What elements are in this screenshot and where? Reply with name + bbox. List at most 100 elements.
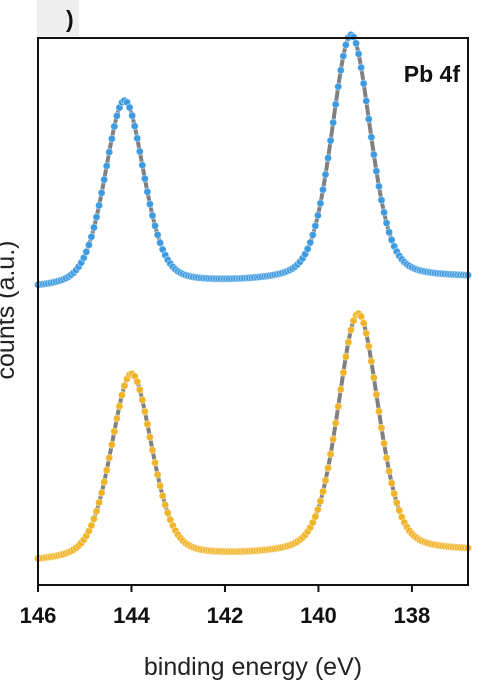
data-point	[138, 161, 147, 170]
data-point	[158, 491, 167, 500]
data-point	[161, 500, 170, 509]
x-tick-label: 146	[20, 603, 57, 628]
data-point	[120, 381, 129, 390]
data-point	[133, 377, 142, 386]
data-point	[321, 170, 330, 179]
data-series-0	[34, 30, 472, 289]
data-point	[89, 514, 98, 523]
data-point	[326, 450, 335, 459]
x-tick-label: 140	[300, 603, 337, 628]
data-point	[138, 395, 147, 404]
data-point	[331, 419, 340, 428]
data-point	[374, 407, 383, 416]
data-point	[143, 420, 152, 429]
data-point	[135, 147, 144, 156]
data-point	[362, 97, 371, 106]
data-point	[369, 373, 378, 382]
x-tick-label: 138	[394, 603, 431, 628]
data-point	[341, 40, 350, 49]
data-point	[130, 122, 139, 131]
data-point	[352, 39, 361, 48]
data-point	[357, 63, 366, 72]
data-point	[125, 103, 134, 112]
data-point	[321, 476, 330, 485]
data-point	[344, 338, 353, 347]
data-point	[97, 188, 106, 197]
data-point	[87, 232, 96, 241]
data-point	[382, 453, 391, 462]
data-point	[95, 498, 104, 507]
data-point	[128, 111, 137, 120]
data-point	[372, 167, 381, 176]
data-point	[395, 506, 404, 515]
data-point	[329, 118, 338, 127]
data-point	[110, 427, 119, 436]
chart-title: Pb 4f	[404, 61, 461, 87]
data-point	[143, 187, 152, 196]
data-point	[105, 453, 114, 462]
x-tick-label: 144	[113, 603, 150, 628]
data-point	[390, 489, 399, 498]
data-point	[148, 211, 157, 220]
data-point	[105, 148, 114, 157]
data-point	[92, 213, 101, 222]
data-point	[387, 479, 396, 488]
data-point	[100, 477, 109, 486]
x-axis-title: binding energy (eV)	[144, 653, 362, 681]
data-point	[392, 498, 401, 507]
data-point	[89, 223, 98, 232]
data-point	[102, 466, 111, 475]
data-point	[377, 196, 386, 205]
data-point	[140, 407, 149, 416]
data-point	[324, 154, 333, 163]
data-point	[374, 182, 383, 191]
data-point	[153, 470, 162, 479]
data-point	[364, 115, 373, 124]
data-point	[308, 230, 317, 239]
data-point	[115, 402, 124, 411]
data-point	[380, 439, 389, 448]
data-point	[354, 49, 363, 58]
data-series-1	[34, 309, 472, 563]
data-point	[324, 463, 333, 472]
data-point	[377, 423, 386, 432]
data-point	[84, 240, 93, 249]
data-point	[313, 505, 322, 514]
data-point	[331, 100, 340, 109]
x-tick-label: 142	[207, 603, 244, 628]
data-point	[318, 487, 327, 496]
data-point	[100, 175, 109, 184]
data-point	[369, 150, 378, 159]
data-point	[87, 521, 96, 530]
data-point	[148, 446, 157, 455]
data-point	[140, 174, 149, 183]
data-point	[334, 82, 343, 91]
plot-frame	[37, 37, 469, 586]
data-point	[380, 208, 389, 217]
data-point	[95, 201, 104, 210]
data-point	[102, 161, 111, 170]
data-point	[133, 134, 142, 143]
data-point	[357, 312, 366, 321]
data-point	[385, 228, 394, 237]
data-point	[311, 512, 320, 521]
data-point	[359, 319, 368, 328]
data-point	[372, 390, 381, 399]
data-point	[151, 221, 160, 230]
data-point	[163, 508, 172, 517]
data-point	[135, 385, 144, 394]
data-point	[145, 200, 154, 209]
x-axis-ticks: 146 144 142 140 138	[20, 585, 431, 628]
data-point	[112, 414, 121, 423]
y-axis-title: counts (a.u.)	[0, 241, 20, 380]
data-point	[359, 79, 368, 88]
data-point	[110, 122, 119, 131]
panel-letter: )	[66, 6, 74, 32]
data-point	[107, 440, 116, 449]
data-point	[92, 507, 101, 516]
series-layer	[34, 30, 472, 563]
data-point	[341, 352, 350, 361]
data-point	[362, 329, 371, 338]
data-point	[318, 185, 327, 194]
